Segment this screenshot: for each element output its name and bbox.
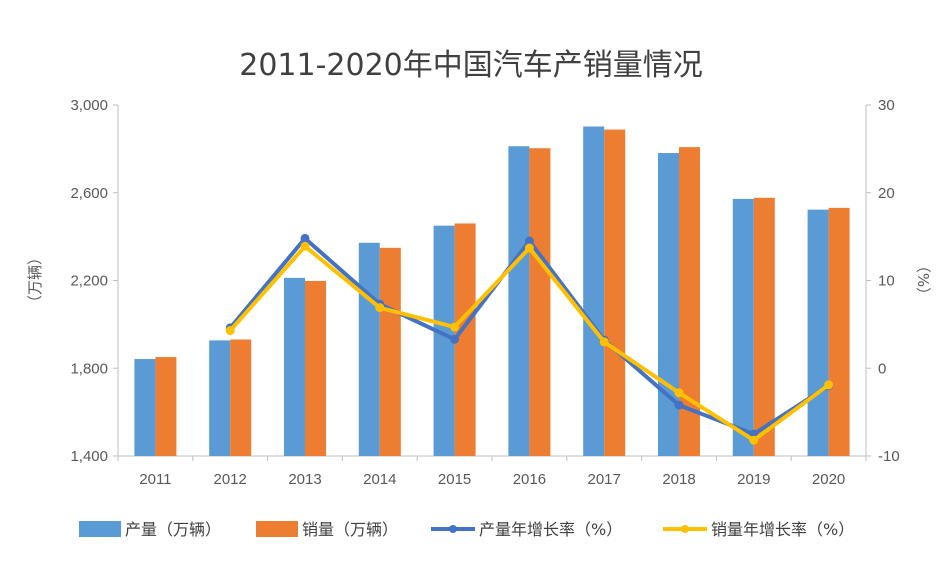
x-tick-label: 2018	[662, 471, 695, 488]
point-production-growth	[674, 400, 684, 410]
bar-production	[284, 277, 305, 456]
x-tick-label: 2012	[214, 471, 247, 488]
left-tick-label: 3,000	[70, 97, 108, 114]
legend-item-sales: 销量（万辆）	[256, 520, 398, 539]
point-sales-growth	[824, 380, 834, 390]
point-sales-growth	[225, 326, 235, 336]
bar-sales	[230, 339, 252, 456]
legend-swatch-production	[79, 521, 121, 537]
legend-item-production-growth: 产量年增长率（%）	[431, 520, 622, 539]
point-sales-growth	[749, 435, 759, 445]
bar-production	[732, 198, 754, 456]
left-tick-label: 2,600	[70, 185, 108, 202]
legend-marker-sales-growth	[681, 525, 689, 533]
x-tick-label: 2011	[139, 471, 171, 488]
left-tick-label: 2,200	[70, 273, 108, 290]
bar-sales	[753, 197, 775, 456]
bar-production	[583, 126, 605, 456]
bar-sales	[155, 357, 177, 456]
right-axis-ticks: -10 0 10 20 30	[866, 97, 900, 465]
point-sales-growth	[674, 388, 684, 398]
point-production-growth	[300, 233, 310, 243]
legend-item-sales-growth: 销量年增长率（%）	[663, 520, 854, 539]
bar-sales	[604, 129, 626, 456]
line-series-group	[225, 233, 834, 445]
x-tick-label: 2020	[812, 471, 845, 488]
right-tick-label: 10	[878, 273, 895, 290]
bar-production	[807, 209, 829, 456]
right-tick-label: 20	[878, 185, 895, 202]
legend-marker-production-growth	[449, 525, 457, 533]
left-tick-label: 1,400	[70, 448, 108, 465]
bar-series-group	[134, 126, 850, 457]
bar-production	[508, 146, 530, 456]
right-axis-title: （%）	[914, 258, 932, 302]
x-tick-label: 2017	[588, 471, 621, 488]
point-sales-growth	[599, 337, 609, 347]
point-sales-growth	[300, 241, 310, 251]
legend-label-sales: 销量（万辆）	[302, 520, 398, 539]
point-production-growth	[450, 334, 460, 344]
legend-label-production: 产量（万辆）	[125, 520, 221, 539]
left-axis-title: （万辆）	[26, 250, 44, 310]
bar-sales	[529, 148, 551, 457]
point-sales-growth	[450, 322, 460, 332]
point-sales-growth	[375, 303, 385, 313]
bar-production	[433, 225, 455, 456]
left-axis-ticks: 1,400 1,800 2,200 2,600 3,000	[70, 97, 118, 465]
right-tick-label: 30	[878, 97, 895, 114]
bar-sales	[679, 147, 700, 456]
x-tick-label: 2016	[513, 471, 546, 488]
bar-sales	[379, 247, 401, 456]
bar-production	[358, 242, 380, 456]
legend-label-sales-growth: 销量年增长率（%）	[711, 520, 854, 539]
bar-sales	[828, 207, 850, 456]
right-tick-label: -10	[878, 448, 900, 465]
x-tick-label: 2013	[288, 471, 321, 488]
chart-title: 2011-2020年中国汽车产销量情况	[239, 48, 703, 83]
bar-production	[658, 153, 679, 456]
bar-production	[134, 359, 156, 456]
legend: 产量（万辆） 销量（万辆） 产量年增长率（%） 销量年增长率（%）	[79, 520, 854, 539]
legend-swatch-sales	[256, 521, 298, 537]
x-tick-label: 2019	[737, 471, 770, 488]
left-tick-label: 1,800	[70, 360, 108, 377]
x-tick-label: 2014	[363, 471, 396, 488]
x-axis-ticks: 2011 2012 2013 2014 2015 2016 2017 2018 2019 2020	[117, 456, 867, 488]
point-production-growth	[524, 236, 534, 246]
bar-sales	[454, 223, 476, 456]
point-sales-growth	[524, 243, 534, 253]
x-tick-label: 2015	[438, 471, 471, 488]
legend-label-production-growth: 产量年增长率（%）	[479, 520, 622, 539]
right-tick-label: 0	[878, 360, 886, 377]
bar-production	[209, 340, 231, 456]
legend-item-production: 产量（万辆）	[79, 520, 221, 539]
bar-sales	[305, 280, 326, 456]
